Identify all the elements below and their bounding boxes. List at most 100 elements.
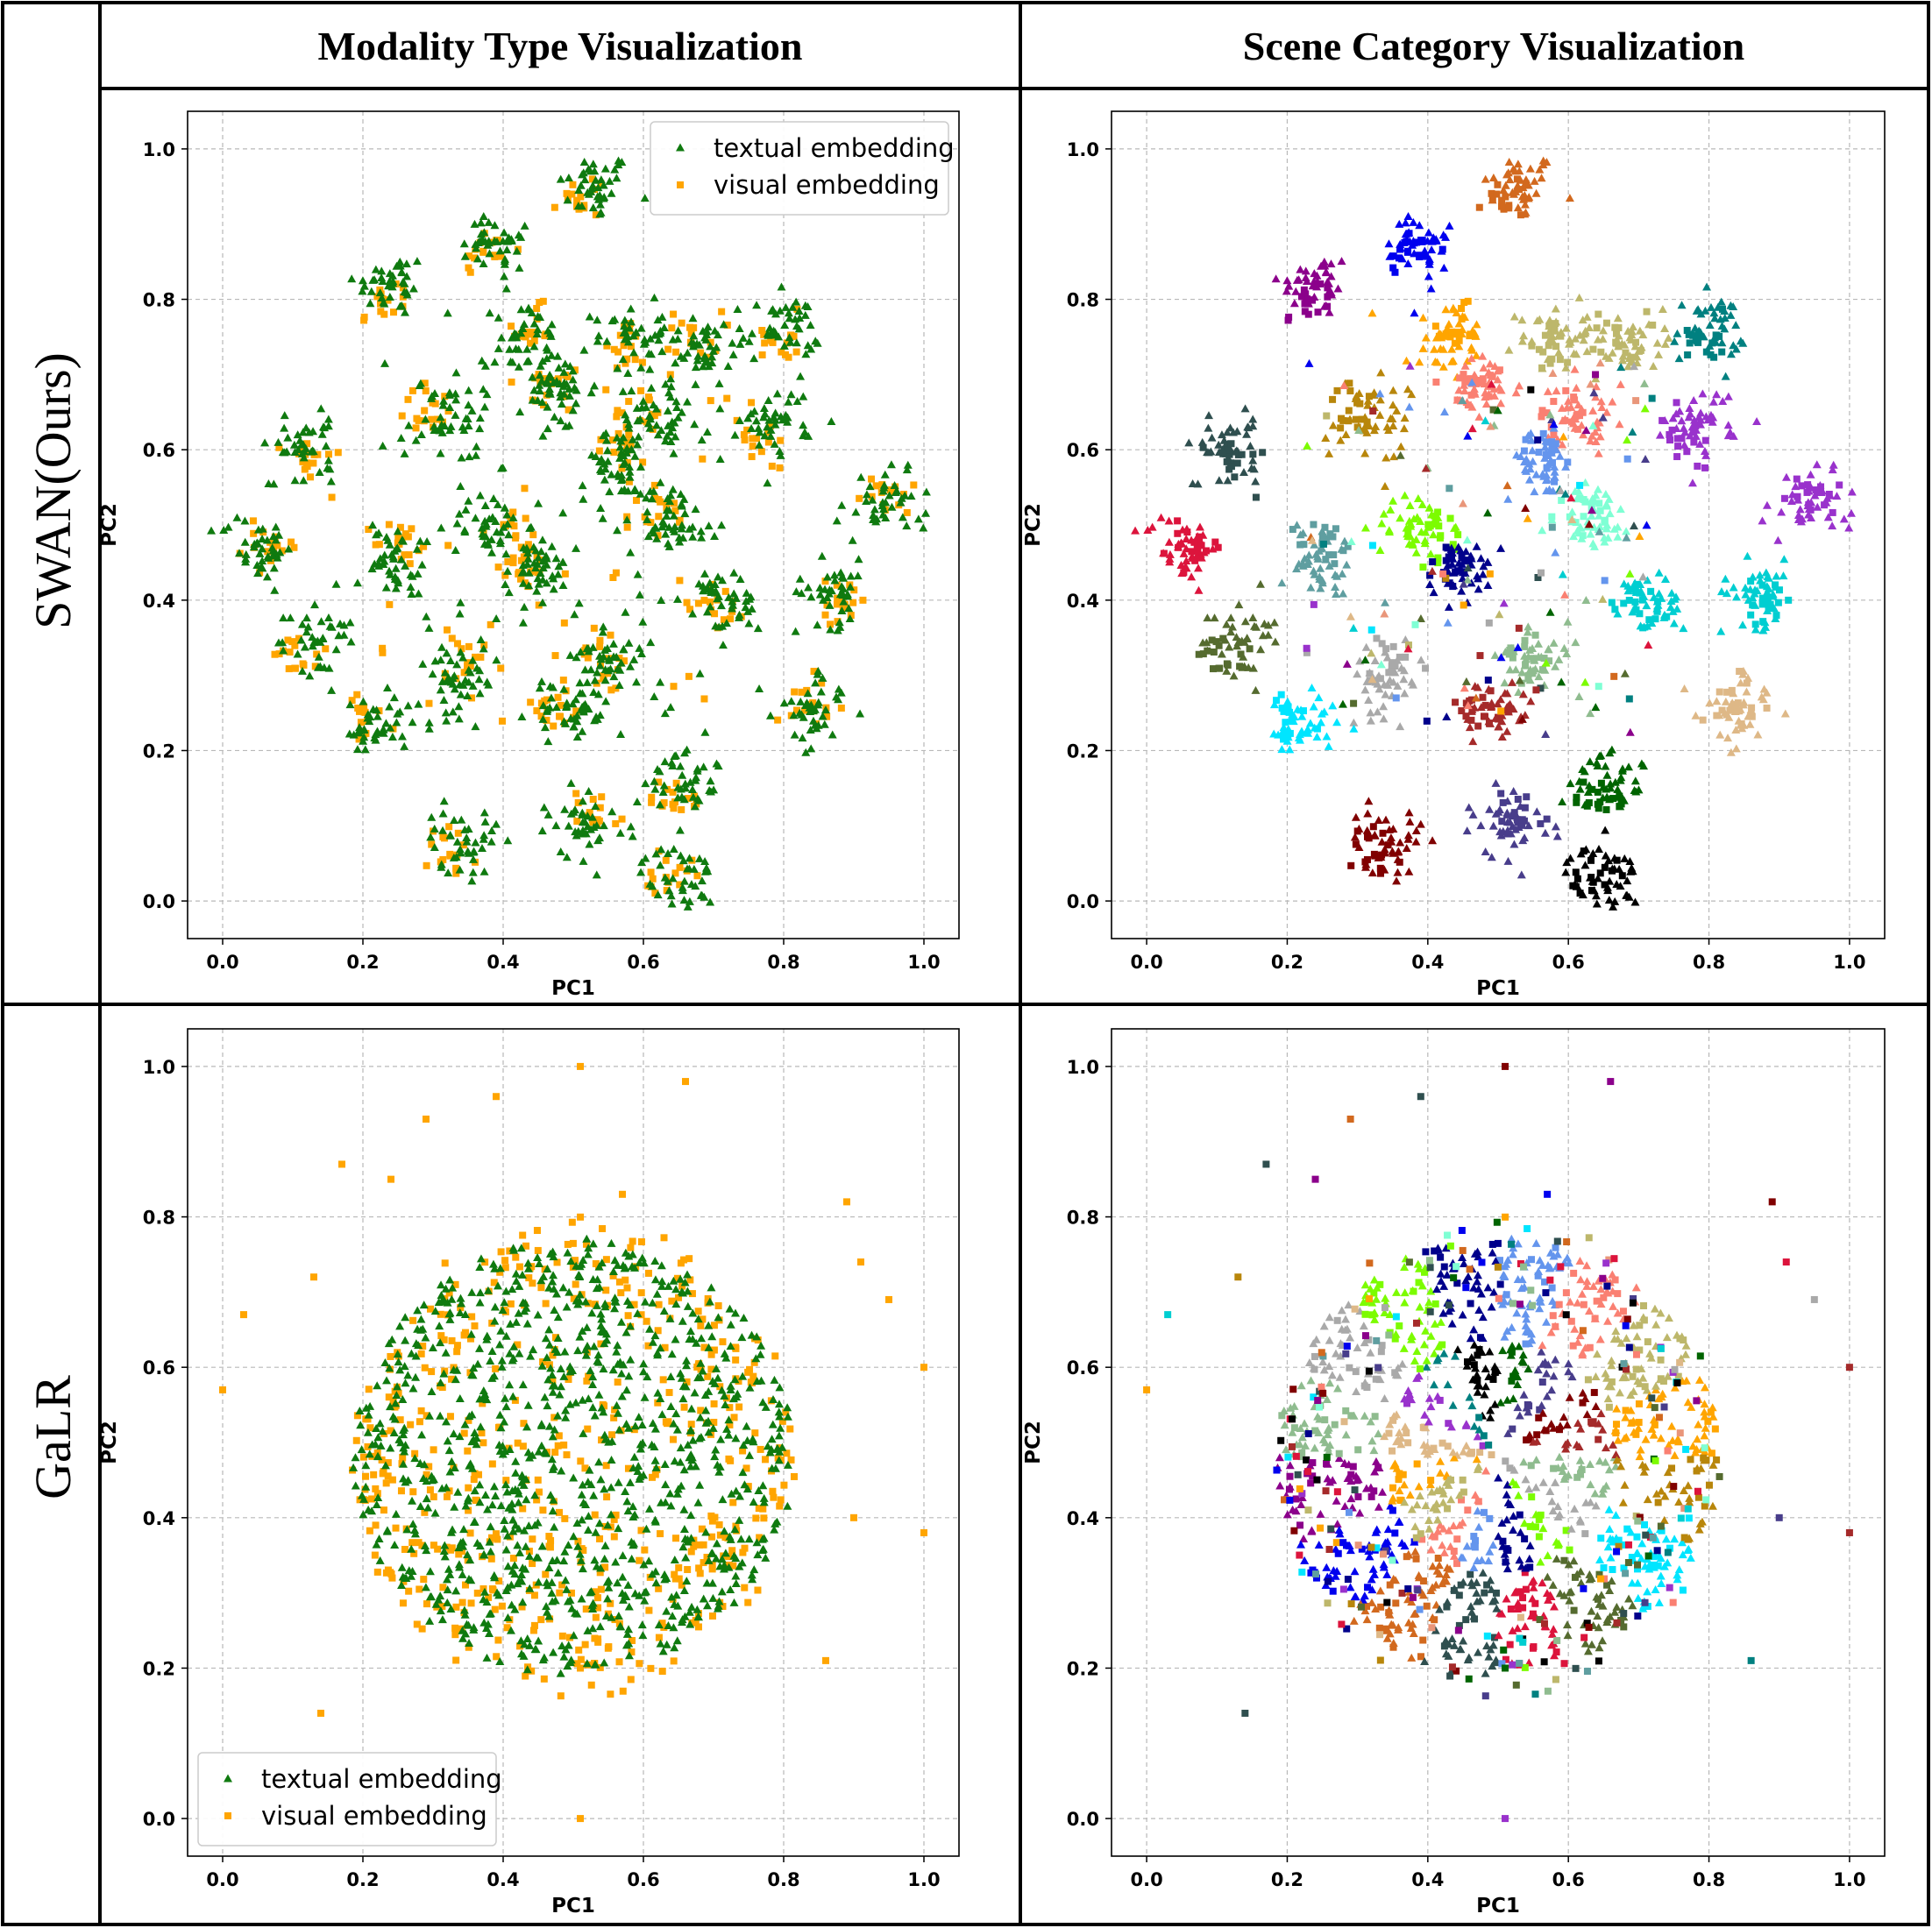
data-point — [629, 1237, 636, 1245]
data-point — [406, 571, 416, 579]
data-point — [749, 354, 759, 363]
data-point — [1187, 572, 1197, 581]
data-point — [640, 335, 650, 344]
data-point — [813, 700, 823, 709]
data-point — [1495, 713, 1502, 721]
data-point — [669, 788, 677, 796]
data-point — [886, 486, 894, 494]
data-point — [801, 748, 811, 756]
data-point — [1667, 588, 1677, 597]
data-point — [449, 1429, 458, 1438]
data-point — [308, 633, 317, 641]
data-point — [1353, 399, 1361, 407]
data-point — [683, 348, 693, 357]
data-point — [1479, 693, 1487, 701]
data-point — [1208, 636, 1216, 644]
data-point — [479, 867, 489, 875]
x-tick-label: 0.2 — [1271, 952, 1303, 973]
data-point — [522, 344, 532, 353]
data-point — [664, 388, 674, 397]
data-point — [386, 600, 394, 608]
data-point — [479, 644, 488, 653]
data-point — [380, 556, 389, 565]
data-point — [1488, 195, 1496, 203]
data-point — [751, 416, 761, 425]
data-point — [1602, 784, 1611, 793]
data-point — [640, 194, 650, 202]
data-point — [1362, 826, 1372, 834]
data-point — [839, 597, 849, 606]
data-point — [1579, 336, 1588, 344]
data-point — [1515, 167, 1524, 175]
data-point — [1562, 386, 1570, 394]
data-point — [475, 1471, 483, 1478]
data-point — [1585, 757, 1595, 766]
data-point — [1514, 796, 1522, 804]
data-point — [1589, 542, 1599, 550]
y-axis-label: PC2 — [98, 503, 121, 547]
data-point — [654, 532, 662, 540]
data-point — [670, 752, 679, 761]
data-point — [499, 522, 508, 531]
data-point — [691, 363, 700, 372]
data-point — [412, 424, 420, 432]
data-point — [557, 701, 565, 709]
data-point — [580, 665, 590, 674]
data-point — [701, 330, 711, 338]
data-point — [799, 392, 808, 400]
data-point — [359, 733, 369, 741]
data-point — [1370, 830, 1380, 839]
data-point — [1447, 552, 1455, 560]
data-point — [408, 1539, 416, 1547]
data-point — [1282, 719, 1289, 727]
data-point — [1717, 322, 1727, 330]
data-point — [439, 797, 449, 805]
data-point — [1619, 579, 1629, 588]
data-point — [451, 546, 460, 555]
data-point — [1418, 237, 1426, 245]
data-point — [307, 473, 315, 481]
data-point — [344, 729, 354, 738]
data-point — [616, 658, 626, 667]
data-point — [723, 321, 731, 329]
data-point — [1460, 568, 1468, 576]
data-point — [1525, 164, 1535, 173]
data-point — [785, 337, 795, 346]
data-point — [820, 719, 829, 728]
data-point — [452, 1603, 460, 1611]
data-point — [769, 338, 777, 346]
data-point — [1462, 535, 1472, 544]
data-point — [1600, 533, 1609, 542]
data-point — [730, 430, 740, 439]
data-point — [849, 599, 857, 606]
data-point — [1829, 508, 1836, 516]
data-point — [651, 849, 661, 858]
data-point — [1535, 345, 1543, 353]
data-point — [416, 536, 425, 545]
data-point — [1545, 657, 1553, 665]
data-point — [900, 491, 910, 500]
data-point — [275, 548, 285, 556]
data-point — [462, 833, 472, 841]
data-point — [1505, 175, 1515, 184]
data-point — [1458, 552, 1466, 560]
data-point — [595, 661, 605, 670]
data-point — [660, 709, 670, 718]
data-point — [300, 642, 309, 651]
data-point — [648, 793, 656, 801]
data-point — [1183, 528, 1191, 536]
data-point — [1392, 406, 1402, 415]
data-point — [1424, 228, 1433, 237]
data-point — [552, 376, 562, 385]
data-point — [418, 659, 428, 668]
data-point — [768, 305, 778, 314]
data-point — [556, 174, 565, 183]
data-point — [574, 599, 584, 607]
data-point — [454, 829, 462, 837]
data-point — [314, 652, 323, 661]
data-point — [453, 1348, 461, 1356]
data-point — [396, 434, 406, 443]
data-point — [427, 393, 437, 402]
data-point — [671, 1575, 679, 1583]
data-point — [632, 797, 642, 806]
